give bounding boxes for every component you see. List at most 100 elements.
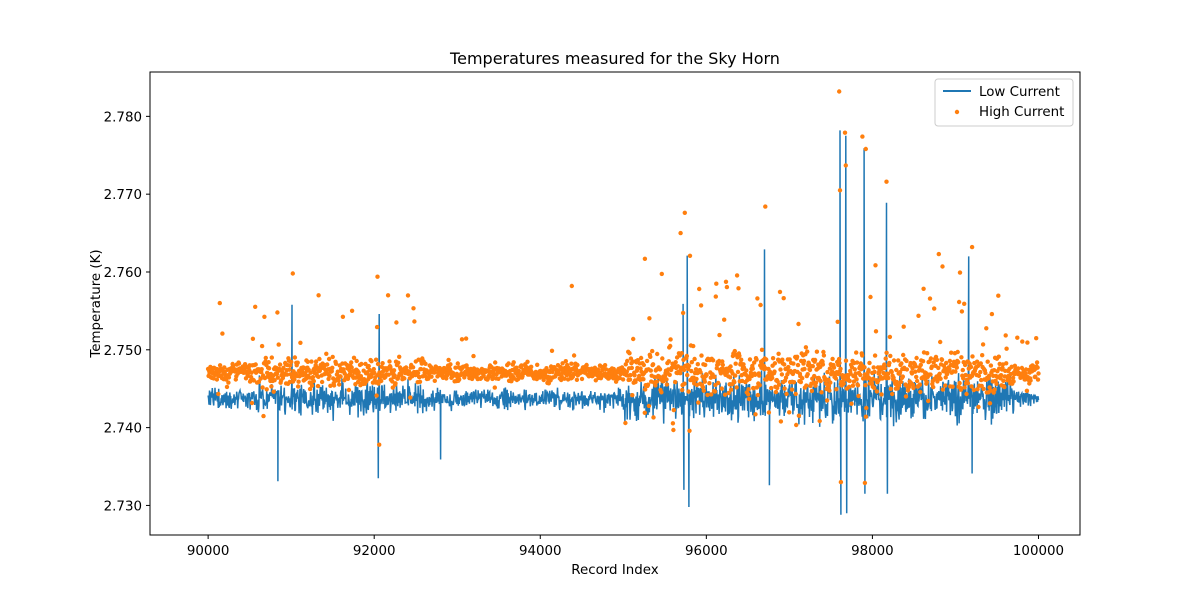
high-current-point [950, 384, 955, 389]
high-current-point [863, 414, 869, 419]
high-current-point [804, 383, 809, 388]
high-current-point [664, 382, 670, 387]
high-current-point [432, 378, 437, 383]
high-current-point [694, 376, 699, 382]
high-current-point [259, 367, 264, 372]
high-current-point [782, 386, 787, 391]
high-current-point [926, 398, 931, 404]
high-current-point [787, 357, 792, 362]
high-current-point [724, 284, 730, 290]
high-current-point [754, 357, 759, 362]
high-current-point [834, 387, 839, 392]
high-current-point [988, 363, 994, 368]
high-current-point [415, 370, 421, 376]
high-current-point [938, 339, 943, 345]
high-current-point [957, 270, 963, 275]
high-current-point [385, 293, 391, 298]
high-current-point [707, 381, 712, 386]
high-current-point [722, 392, 728, 397]
high-current-point [525, 359, 530, 364]
high-current-point [453, 365, 458, 370]
high-current-point [410, 365, 416, 370]
high-current-point [391, 368, 397, 373]
high-current-point [1024, 388, 1030, 393]
high-current-point [635, 358, 640, 363]
high-current-point [824, 398, 830, 403]
high-current-point [375, 274, 380, 279]
high-current-point [767, 369, 773, 374]
high-current-point [670, 421, 676, 426]
high-current-point [349, 308, 355, 313]
high-current-point [216, 391, 221, 397]
high-current-point [632, 373, 637, 378]
high-current-point [603, 367, 609, 372]
high-current-point [671, 427, 676, 433]
high-current-point [735, 369, 741, 375]
high-current-point [1028, 378, 1033, 383]
x-axis: 90000 92000 94000 96000 98000 100000 [187, 535, 1064, 559]
high-current-point [667, 372, 672, 377]
high-current-point [418, 366, 424, 372]
high-current-point [1003, 333, 1008, 338]
high-current-point [781, 296, 786, 301]
high-current-point [837, 188, 843, 193]
x-tick-label: 90000 [187, 544, 230, 559]
high-current-point [328, 383, 333, 388]
high-current-point [457, 377, 462, 382]
high-current-point [809, 388, 815, 394]
high-current-point [826, 383, 832, 389]
y-axis-label: Temperature (K) [89, 249, 104, 358]
high-current-point [251, 378, 256, 383]
high-current-point [776, 382, 782, 387]
high-current-point [392, 373, 397, 378]
high-current-point [402, 376, 407, 381]
high-current-point [684, 353, 689, 359]
high-current-point [784, 391, 789, 397]
legend-low-current: Low Current [979, 85, 1060, 100]
high-current-point [390, 379, 395, 384]
high-current-point [994, 381, 999, 386]
high-current-point [723, 279, 729, 284]
high-current-point [709, 392, 714, 397]
high-current-point [373, 357, 379, 362]
high-current-point [529, 364, 534, 369]
high-current-point [755, 392, 761, 398]
high-current-point [713, 294, 718, 299]
high-current-point [881, 370, 886, 376]
high-current-point [733, 361, 738, 366]
high-current-point [838, 366, 843, 371]
high-current-point [796, 413, 802, 418]
high-current-point [928, 372, 933, 377]
high-current-point [446, 357, 451, 363]
high-current-point [872, 385, 877, 391]
high-current-point [850, 383, 856, 388]
high-current-point [705, 392, 710, 398]
high-current-point [349, 365, 354, 370]
high-current-point [372, 370, 377, 375]
high-current-point [1015, 335, 1020, 340]
high-current-point [296, 379, 301, 384]
high-current-point [775, 385, 780, 391]
high-current-point [872, 353, 878, 358]
high-current-point [871, 376, 876, 381]
high-current-point [338, 374, 343, 379]
high-current-point [936, 251, 941, 257]
high-current-point [559, 377, 564, 383]
high-current-point [873, 263, 878, 268]
high-current-point [264, 387, 269, 392]
y-axis: 2.730 2.740 2.750 2.760 2.770 2.780 [104, 110, 150, 514]
axes-frame [149, 71, 1081, 536]
high-current-point [329, 369, 334, 374]
high-current-point [322, 372, 327, 377]
high-current-point [778, 367, 783, 372]
high-current-point [883, 356, 888, 361]
high-current-point [914, 374, 919, 380]
high-current-point [807, 367, 813, 373]
plot-area [205, 89, 1041, 515]
high-current-point [778, 419, 784, 424]
high-current-point [835, 319, 840, 324]
high-current-point [819, 390, 824, 395]
high-current-point [820, 362, 826, 367]
high-current-point [682, 381, 687, 386]
high-current-point [325, 362, 330, 367]
